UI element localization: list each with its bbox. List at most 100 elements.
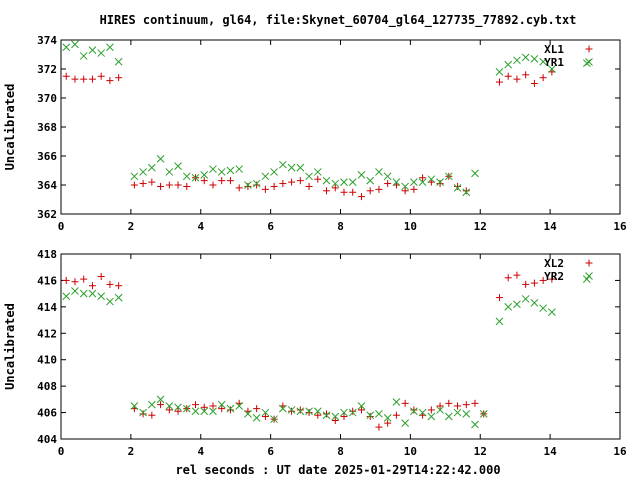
x-tick-label: 0 [58,220,65,233]
data-point [244,410,252,418]
data-point [375,168,383,176]
data-point [357,170,366,179]
data-point-b [495,317,504,326]
data-point [504,303,513,311]
data-point [436,402,444,410]
data-point [79,52,88,60]
data-point [444,172,453,181]
data-point-b [530,54,539,63]
data-point [530,279,538,287]
data-point-b [156,155,165,163]
data-point [139,168,147,176]
data-point-b [130,402,139,410]
data-point-b [147,163,156,172]
data-point [148,411,156,419]
data-point-b [174,162,182,171]
data-point-b [252,179,261,188]
data-point [357,402,366,410]
data-point [366,413,374,421]
data-point [366,411,375,420]
data-point-b [270,415,278,424]
data-point [375,410,383,418]
data-point [97,72,105,80]
data-point [157,401,165,409]
data-point [582,59,591,68]
data-point [288,407,296,415]
data-point [495,317,504,326]
data-point [513,271,521,279]
data-point [305,407,313,416]
data-point [88,282,96,290]
x-tick-label: 14 [544,220,558,233]
x-tick-label: 16 [613,445,627,458]
data-point [62,276,70,284]
data-point [471,420,479,429]
data-point [71,278,79,286]
data-point [235,165,244,173]
data-point-b [139,168,147,176]
data-point [209,402,217,410]
data-point [513,75,521,83]
data-point [539,276,547,284]
data-point-b [235,402,244,410]
y-axis-label: Uncalibrated [3,303,17,390]
data-point-b [305,172,313,181]
data-point [200,170,209,179]
data-point [462,187,470,195]
data-point [287,163,296,172]
data-point [383,414,392,422]
data-point [296,406,304,414]
series-yr1 [62,40,591,197]
data-point-b [235,165,244,173]
y-tick-label: 370 [37,92,57,105]
data-point-b [375,410,383,418]
data-point-b [548,308,556,316]
data-point-b [418,408,427,417]
y-tick-label: 414 [37,301,57,314]
data-point-b [71,287,79,295]
data-point [530,80,538,87]
data-point-b [156,395,165,404]
data-point-b [305,407,313,416]
data-point [270,415,278,424]
data-point [79,289,88,298]
data-point-b [495,68,504,76]
data-point-b [182,404,191,413]
data-point [226,166,235,175]
y-tick-label: 374 [37,34,57,47]
data-point [253,181,261,189]
data-point [261,408,270,417]
x-tick-label: 6 [267,220,274,233]
data-point-b [88,46,97,55]
data-point [322,176,331,185]
data-point [296,163,305,172]
data-point [504,72,512,80]
data-point-b [147,400,156,409]
x-axis-label: rel seconds : UT date 2025-01-29T14:22:4… [175,463,500,477]
x-tick-label: 16 [613,220,627,233]
plots-layer: 0 2 4 6 8 10 12 14 16 362 364 366 368 370 372 374 Uncali… [3,34,627,458]
data-point [548,275,556,283]
data-point [305,172,313,181]
y-tick-label: 368 [37,121,57,134]
data-point [495,294,503,302]
legend-marker [585,259,593,267]
data-point [436,406,444,414]
data-point-b [383,414,392,422]
data-point-b [582,59,591,68]
data-point-b [114,293,123,302]
legend-marker-b [585,58,593,66]
data-point-b [418,178,427,186]
data-point [410,185,418,193]
data-point [106,280,114,288]
data-point-b [436,178,444,186]
data-point-b [244,181,252,189]
x-tick-label: 8 [337,220,344,233]
data-point [217,168,226,176]
data-point [349,407,357,415]
data-point [218,177,226,185]
data-point-b [270,168,278,176]
data-point-b [331,179,340,188]
x-tick-label: 8 [337,445,344,458]
y-tick-label: 416 [37,274,57,287]
